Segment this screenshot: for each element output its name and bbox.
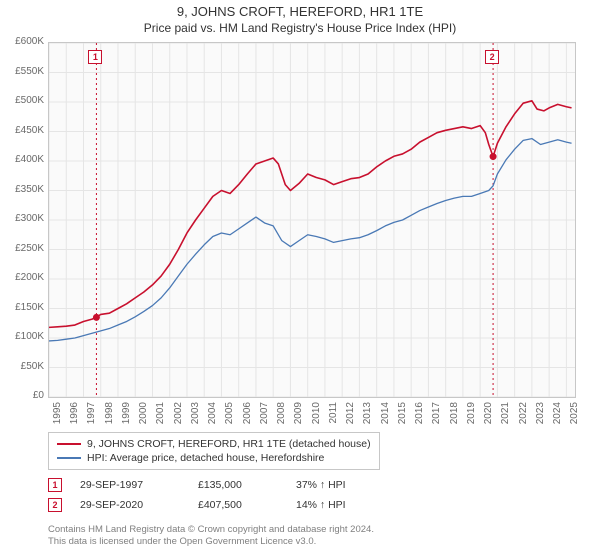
x-tick-label: 2021 — [500, 402, 511, 432]
x-tick-label: 2019 — [466, 402, 477, 432]
x-tick-label: 2007 — [259, 402, 270, 432]
x-tick-label: 2022 — [518, 402, 529, 432]
sale-marker-icon: 2 — [48, 498, 62, 512]
x-tick-label: 2020 — [483, 402, 494, 432]
x-tick-label: 2009 — [293, 402, 304, 432]
legend-label: 9, JOHNS CROFT, HEREFORD, HR1 1TE (detac… — [87, 438, 371, 450]
sale-marker-badge: 2 — [485, 50, 499, 64]
y-tick-label: £600K — [2, 36, 44, 47]
legend-item: HPI: Average price, detached house, Here… — [57, 451, 371, 465]
x-tick-label: 2013 — [362, 402, 373, 432]
y-tick-label: £400K — [2, 154, 44, 165]
legend-label: HPI: Average price, detached house, Here… — [87, 452, 324, 464]
y-tick-label: £500K — [2, 95, 44, 106]
sale-date: 29-SEP-1997 — [80, 479, 180, 491]
x-tick-label: 1995 — [52, 402, 63, 432]
x-tick-label: 1996 — [69, 402, 80, 432]
x-tick-label: 2012 — [345, 402, 356, 432]
y-tick-label: £100K — [2, 331, 44, 342]
y-tick-label: £450K — [2, 125, 44, 136]
x-tick-label: 2011 — [328, 402, 339, 432]
attribution-footer: Contains HM Land Registry data © Crown c… — [48, 524, 374, 549]
sale-price: £135,000 — [198, 479, 278, 491]
x-tick-label: 2006 — [242, 402, 253, 432]
sale-row: 2 29-SEP-2020 £407,500 14% ↑ HPI — [48, 498, 376, 512]
x-tick-label: 2003 — [190, 402, 201, 432]
x-tick-label: 2025 — [569, 402, 580, 432]
x-tick-label: 2010 — [311, 402, 322, 432]
sale-row: 1 29-SEP-1997 £135,000 37% ↑ HPI — [48, 478, 376, 492]
footer-line-1: Contains HM Land Registry data © Crown c… — [48, 524, 374, 536]
legend-swatch — [57, 457, 81, 459]
x-tick-label: 2017 — [431, 402, 442, 432]
sale-hpi-delta: 14% ↑ HPI — [296, 499, 376, 511]
x-tick-label: 2004 — [207, 402, 218, 432]
y-tick-label: £250K — [2, 243, 44, 254]
footer-line-2: This data is licensed under the Open Gov… — [48, 536, 374, 548]
plot-area — [48, 42, 576, 398]
y-tick-label: £300K — [2, 213, 44, 224]
y-tick-label: £550K — [2, 66, 44, 77]
y-tick-label: £0 — [2, 390, 44, 401]
x-tick-label: 2000 — [138, 402, 149, 432]
x-tick-label: 2024 — [552, 402, 563, 432]
x-tick-label: 2005 — [224, 402, 235, 432]
sale-date: 29-SEP-2020 — [80, 499, 180, 511]
y-tick-label: £350K — [2, 184, 44, 195]
x-tick-label: 1999 — [121, 402, 132, 432]
x-tick-label: 2014 — [380, 402, 391, 432]
sale-hpi-delta: 37% ↑ HPI — [296, 479, 376, 491]
x-tick-label: 2015 — [397, 402, 408, 432]
x-tick-label: 1997 — [86, 402, 97, 432]
chart-subtitle: Price paid vs. HM Land Registry's House … — [0, 19, 600, 39]
x-tick-label: 2002 — [173, 402, 184, 432]
x-tick-label: 2008 — [276, 402, 287, 432]
x-tick-label: 2018 — [449, 402, 460, 432]
y-tick-label: £150K — [2, 302, 44, 313]
x-tick-label: 1998 — [104, 402, 115, 432]
legend-swatch — [57, 443, 81, 445]
chart-title: 9, JOHNS CROFT, HEREFORD, HR1 1TE — [0, 0, 600, 19]
legend-item: 9, JOHNS CROFT, HEREFORD, HR1 1TE (detac… — [57, 437, 371, 451]
y-tick-label: £200K — [2, 272, 44, 283]
chart-svg — [49, 43, 575, 397]
y-tick-label: £50K — [2, 361, 44, 372]
sale-price: £407,500 — [198, 499, 278, 511]
chart-container: 9, JOHNS CROFT, HEREFORD, HR1 1TE Price … — [0, 0, 600, 560]
sale-marker-icon: 1 — [48, 478, 62, 492]
legend: 9, JOHNS CROFT, HEREFORD, HR1 1TE (detac… — [48, 432, 380, 470]
x-tick-label: 2016 — [414, 402, 425, 432]
x-tick-label: 2023 — [535, 402, 546, 432]
x-tick-label: 2001 — [155, 402, 166, 432]
sale-marker-badge: 1 — [88, 50, 102, 64]
